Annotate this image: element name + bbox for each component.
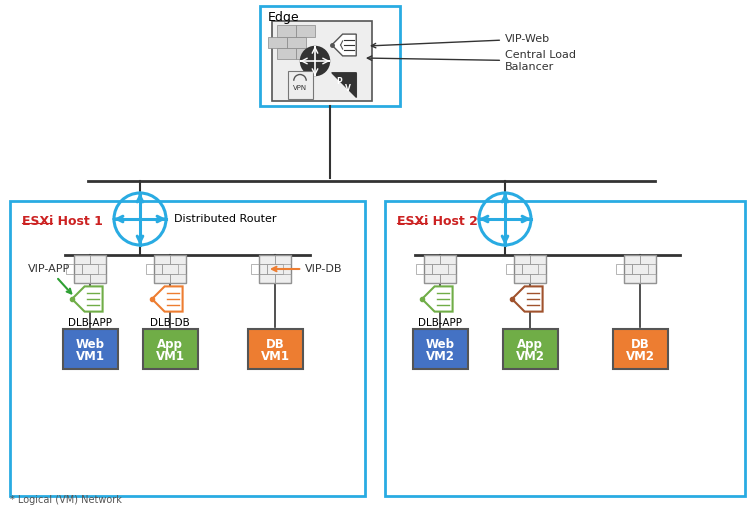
Text: App: App: [157, 338, 183, 351]
Bar: [267, 264, 283, 274]
Bar: [624, 255, 640, 264]
Bar: [530, 255, 546, 264]
Polygon shape: [152, 286, 182, 312]
Text: App: App: [517, 338, 543, 351]
Bar: [432, 264, 448, 274]
Bar: [146, 264, 162, 274]
Bar: [424, 255, 456, 283]
Bar: [296, 26, 315, 37]
Bar: [530, 274, 546, 283]
Polygon shape: [422, 286, 453, 312]
Bar: [272, 21, 372, 101]
Bar: [424, 274, 440, 283]
Text: VM1: VM1: [155, 350, 185, 363]
Bar: [514, 255, 530, 264]
Polygon shape: [332, 73, 356, 97]
Bar: [624, 274, 640, 283]
Bar: [277, 26, 296, 37]
Text: Web: Web: [426, 338, 454, 351]
FancyBboxPatch shape: [143, 329, 198, 369]
Text: Web: Web: [76, 338, 104, 351]
Bar: [275, 255, 291, 264]
Text: * Logical (VM) Network: * Logical (VM) Network: [10, 495, 122, 505]
Bar: [514, 274, 530, 283]
Text: VM2: VM2: [426, 350, 454, 363]
Circle shape: [300, 47, 330, 76]
Bar: [277, 48, 296, 59]
Bar: [170, 274, 186, 283]
Text: VPN: VPN: [293, 85, 307, 91]
Text: Edge: Edge: [268, 11, 300, 24]
Bar: [170, 255, 186, 264]
Text: ESXi Host 2: ESXi Host 2: [397, 215, 478, 228]
Text: VIP-APP: VIP-APP: [28, 264, 71, 293]
Text: VM2: VM2: [515, 350, 544, 363]
FancyBboxPatch shape: [248, 329, 303, 369]
Polygon shape: [332, 34, 356, 56]
Bar: [90, 274, 106, 283]
Text: DLB-APP: DLB-APP: [418, 318, 462, 328]
Polygon shape: [72, 286, 103, 312]
Bar: [514, 255, 546, 283]
Polygon shape: [512, 286, 543, 312]
Bar: [259, 255, 291, 283]
FancyBboxPatch shape: [62, 329, 117, 369]
Text: DLB-APP: DLB-APP: [68, 318, 112, 328]
FancyBboxPatch shape: [613, 329, 668, 369]
Text: VM1: VM1: [76, 350, 104, 363]
Bar: [66, 264, 82, 274]
Bar: [154, 255, 170, 264]
Bar: [267, 37, 286, 48]
Bar: [259, 274, 275, 283]
Bar: [154, 274, 170, 283]
Bar: [632, 264, 648, 274]
Bar: [416, 264, 432, 274]
Bar: [522, 264, 538, 274]
Bar: [90, 255, 106, 264]
Text: V: V: [345, 84, 351, 93]
Bar: [288, 71, 312, 99]
Bar: [624, 255, 656, 283]
Bar: [259, 255, 275, 264]
Bar: [82, 264, 98, 274]
Text: DB: DB: [631, 338, 650, 351]
Text: ESXi Host 1: ESXi Host 1: [22, 215, 103, 228]
Bar: [154, 255, 186, 283]
Text: VM2: VM2: [626, 350, 655, 363]
Bar: [251, 264, 267, 274]
Text: Central Load
Balancer: Central Load Balancer: [367, 50, 576, 72]
FancyBboxPatch shape: [502, 329, 557, 369]
FancyBboxPatch shape: [412, 329, 468, 369]
Bar: [506, 264, 522, 274]
Text: VIP-Web: VIP-Web: [371, 34, 550, 48]
Bar: [74, 274, 90, 283]
Bar: [74, 255, 106, 283]
Bar: [440, 274, 456, 283]
Bar: [424, 255, 440, 264]
Bar: [640, 255, 656, 264]
Text: DLB-DB: DLB-DB: [150, 318, 190, 328]
Bar: [275, 274, 291, 283]
Bar: [74, 255, 90, 264]
Bar: [640, 274, 656, 283]
Bar: [440, 255, 456, 264]
Text: VIP-DB: VIP-DB: [272, 264, 342, 274]
Text: VM1: VM1: [261, 350, 289, 363]
Text: P: P: [336, 77, 342, 86]
Text: DB: DB: [266, 338, 285, 351]
Polygon shape: [332, 73, 356, 97]
Bar: [296, 48, 315, 59]
Bar: [286, 37, 306, 48]
Bar: [616, 264, 632, 274]
Bar: [162, 264, 178, 274]
Text: Distributed Router: Distributed Router: [174, 214, 276, 224]
